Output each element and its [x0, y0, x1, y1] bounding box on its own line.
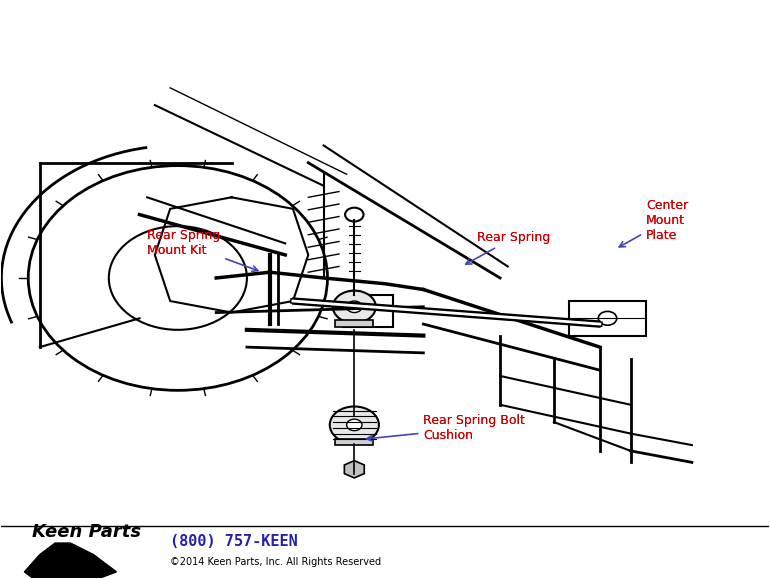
Circle shape	[330, 406, 379, 444]
Text: ©2014 Keen Parts, Inc. All Rights Reserved: ©2014 Keen Parts, Inc. All Rights Reserv…	[170, 557, 381, 567]
Circle shape	[346, 419, 362, 431]
Circle shape	[345, 208, 363, 222]
FancyBboxPatch shape	[335, 320, 373, 327]
Text: Center
Mount
Plate: Center Mount Plate	[646, 199, 688, 242]
Circle shape	[346, 301, 362, 313]
Text: Rear Spring: Rear Spring	[466, 231, 551, 264]
Circle shape	[598, 312, 617, 325]
Text: (800) 757-KEEN: (800) 757-KEEN	[170, 534, 298, 549]
Circle shape	[333, 291, 376, 323]
Text: Rear Spring Bolt
Cushion: Rear Spring Bolt Cushion	[424, 414, 525, 442]
Polygon shape	[25, 543, 116, 578]
Text: Center
Mount
Plate: Center Mount Plate	[619, 199, 688, 247]
Text: Rear Spring Bolt
Cushion: Rear Spring Bolt Cushion	[367, 414, 525, 442]
Bar	[343, 295, 393, 327]
Text: Keen Parts: Keen Parts	[32, 523, 141, 541]
Text: Rear Spring
Mount Kit: Rear Spring Mount Kit	[147, 229, 258, 272]
Text: Rear Spring: Rear Spring	[477, 231, 551, 244]
Text: Rear Spring
Mount Kit: Rear Spring Mount Kit	[147, 229, 220, 258]
FancyBboxPatch shape	[335, 439, 373, 445]
